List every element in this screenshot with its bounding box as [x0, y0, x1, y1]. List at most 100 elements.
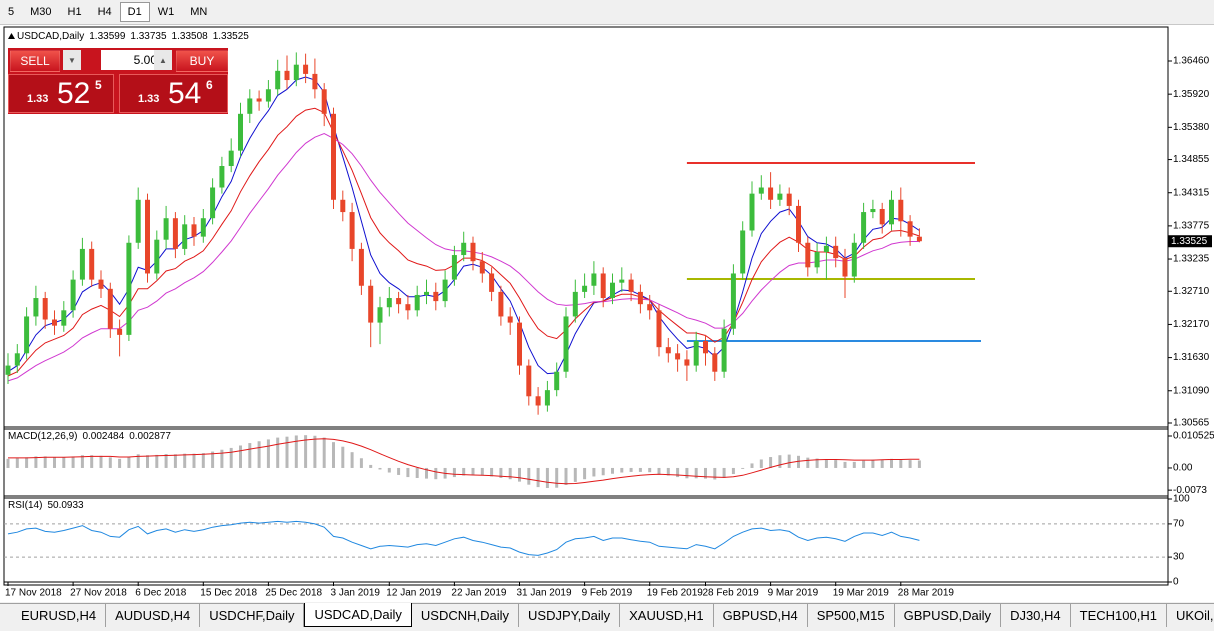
macd-bar	[573, 467, 577, 482]
lot-increase[interactable]: ▲	[154, 50, 172, 70]
header-title: MACD(12,26,9)	[8, 431, 77, 442]
x-tick-label: 31 Jan 2019	[517, 588, 572, 599]
candle-body	[656, 310, 662, 348]
y-tick-label: 1.35380	[1173, 122, 1210, 133]
chart-tab[interactable]: GBPUSD,H4	[714, 604, 808, 627]
timeframe-button[interactable]: H4	[97, 6, 112, 18]
macd-bar	[99, 455, 103, 468]
candle-body	[331, 113, 336, 200]
y-tick-label: 1.36460	[1173, 56, 1210, 67]
y-tick-label: 1.32710	[1173, 286, 1210, 297]
candle-body	[42, 298, 48, 320]
chart-tab[interactable]: UKOil,...	[1167, 604, 1214, 627]
macd-bar	[53, 457, 56, 468]
candle-body	[61, 310, 67, 326]
buy-price[interactable]: 1.33 54 6	[119, 74, 228, 113]
candle-body	[554, 371, 560, 391]
header-value: 1.33599	[89, 31, 126, 42]
macd-bar	[471, 467, 475, 476]
macd-bar	[518, 467, 521, 482]
sell-price[interactable]: 1.33 52 5	[8, 74, 114, 113]
chart-tab[interactable]: USDCNH,Daily	[412, 604, 520, 627]
macd-bar	[25, 457, 29, 468]
candle-body	[563, 316, 569, 372]
candle-body	[600, 273, 606, 299]
timeframe-button[interactable]: D1	[119, 2, 150, 22]
pane-frame	[3, 495, 1169, 586]
timeframe-button[interactable]: W1	[157, 6, 175, 18]
candle-body	[284, 70, 290, 81]
candle-body	[526, 365, 532, 397]
candle-body	[572, 291, 578, 317]
timeframe-button[interactable]: 5	[8, 6, 15, 18]
candle-body	[870, 208, 876, 213]
y-tick-label: -0.0073	[1173, 485, 1207, 496]
candle-body	[805, 242, 811, 268]
candle-body	[303, 64, 309, 74]
chart-tab[interactable]: TECH100,H1	[1071, 604, 1167, 627]
candle-body	[107, 288, 113, 329]
timeframe-button[interactable]: H1	[67, 6, 82, 18]
chart-tab[interactable]: USDCHF,Daily	[200, 604, 305, 627]
macd-bar	[415, 467, 419, 478]
candle-body	[24, 316, 30, 354]
candle-body	[349, 212, 355, 249]
candle-body	[703, 341, 708, 354]
buy-price-fraction: 6	[206, 78, 213, 92]
x-tick-label: 28 Feb 2019	[703, 588, 760, 599]
candle-body	[647, 304, 653, 311]
candle-body	[135, 199, 141, 243]
chart-tab[interactable]: USDCAD,Daily	[304, 603, 412, 627]
chart-tab[interactable]: XAUUSD,H1	[620, 604, 714, 627]
macd-bar	[797, 455, 800, 468]
macd-bar	[638, 467, 642, 472]
macd-bar	[387, 467, 391, 473]
macd-bar	[15, 458, 19, 468]
macd-bar	[425, 467, 428, 479]
candle-body	[358, 248, 364, 286]
candle-body	[842, 258, 848, 277]
candle-body	[823, 245, 829, 252]
x-tick-label: 3 Jan 2019	[331, 588, 381, 599]
header-value: 1.33508	[172, 31, 209, 42]
candle-body	[479, 261, 485, 274]
signal-line	[8, 438, 920, 485]
macd-bar	[564, 467, 568, 485]
candle-body	[851, 242, 857, 277]
lot-input[interactable]: 5.00	[101, 50, 161, 70]
candle-body	[182, 224, 188, 249]
chart-tab[interactable]: EURUSD,H4	[12, 604, 107, 627]
macd-bar	[676, 467, 680, 478]
macd-bar	[759, 459, 763, 468]
candle-body	[414, 294, 420, 311]
sell-button[interactable]: SELL	[10, 50, 60, 72]
candle-body	[637, 291, 643, 305]
buy-button[interactable]: BUY	[176, 50, 228, 72]
macd-bar	[434, 467, 438, 480]
candle-body	[79, 248, 85, 280]
y-tick-label: 1.35920	[1173, 89, 1210, 100]
chart-tab[interactable]: GBPUSD,Daily	[895, 604, 1002, 627]
macd-bar	[332, 442, 335, 468]
macd-bar	[257, 441, 261, 468]
y-tick-label: 0.00	[1173, 463, 1193, 474]
candle-body	[33, 298, 39, 317]
chart-tab[interactable]: AUDUSD,H4	[106, 604, 201, 627]
timeframe-button[interactable]: MN	[190, 6, 208, 18]
timeframe-button[interactable]: M30	[30, 6, 52, 18]
macd-bar	[815, 458, 819, 468]
chart-tab[interactable]: SP500,M15	[808, 604, 895, 627]
macd-bar	[313, 435, 317, 468]
chart-tab[interactable]: DJ30,H4	[1001, 604, 1071, 627]
x-tick-label: 22 Jan 2019	[451, 588, 506, 599]
macd-bar	[862, 460, 866, 468]
macd-bar	[183, 453, 187, 468]
candle-body	[200, 218, 206, 237]
candle-body	[489, 273, 495, 292]
chart-tab[interactable]: USDJPY,Daily	[519, 604, 621, 627]
candle-body	[721, 328, 727, 372]
lot-decrease[interactable]: ▼	[63, 50, 81, 70]
macd-bar	[211, 451, 215, 468]
candle-body	[89, 248, 95, 280]
y-tick-label: 1.32170	[1173, 319, 1210, 330]
